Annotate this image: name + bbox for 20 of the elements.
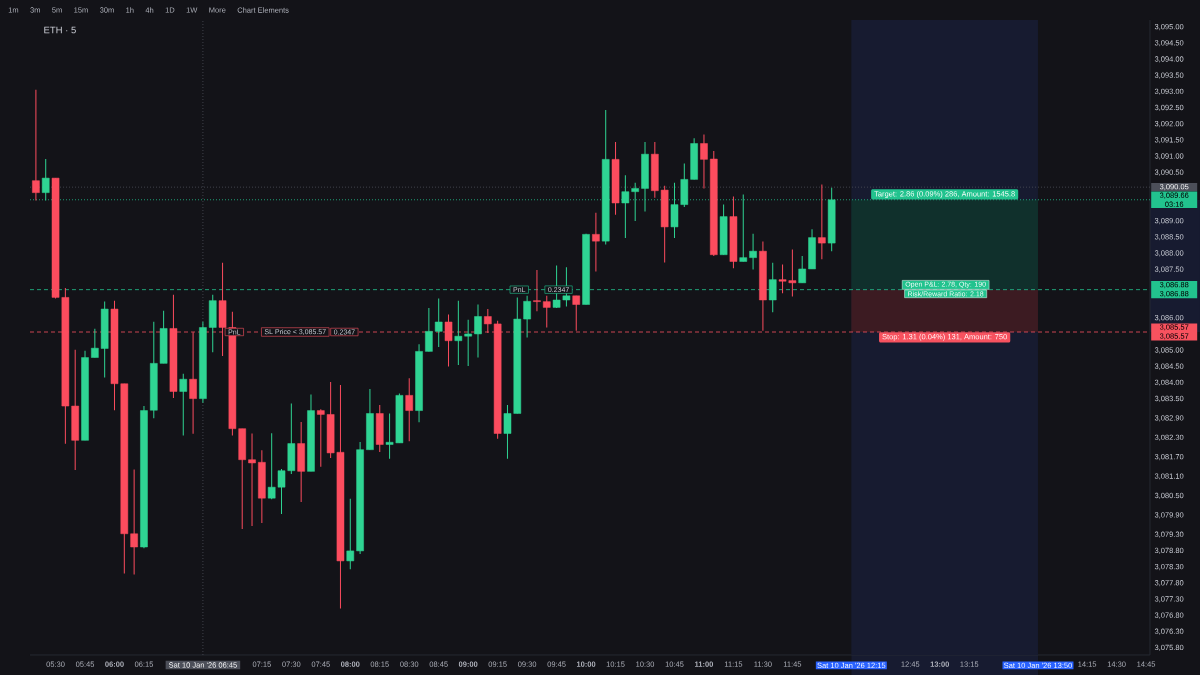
candlestick <box>818 184 826 260</box>
candlestick <box>474 304 482 359</box>
candlestick <box>179 373 188 436</box>
candlestick <box>434 297 443 348</box>
candlestick <box>523 295 531 338</box>
candlestick <box>768 262 777 313</box>
candlestick <box>32 89 40 201</box>
candlestick <box>346 498 355 570</box>
candlestick <box>700 133 708 189</box>
text: ETH · 5 <box>44 26 76 34</box>
candlestick <box>533 269 541 312</box>
candlestick <box>542 295 551 328</box>
candlestick <box>41 158 50 201</box>
candlestick <box>248 433 256 527</box>
candlestick <box>592 212 600 273</box>
candlestick <box>798 255 806 284</box>
candlestick <box>749 233 757 271</box>
candlestick <box>739 194 748 263</box>
candlestick <box>405 377 414 442</box>
candlestick <box>425 307 433 352</box>
